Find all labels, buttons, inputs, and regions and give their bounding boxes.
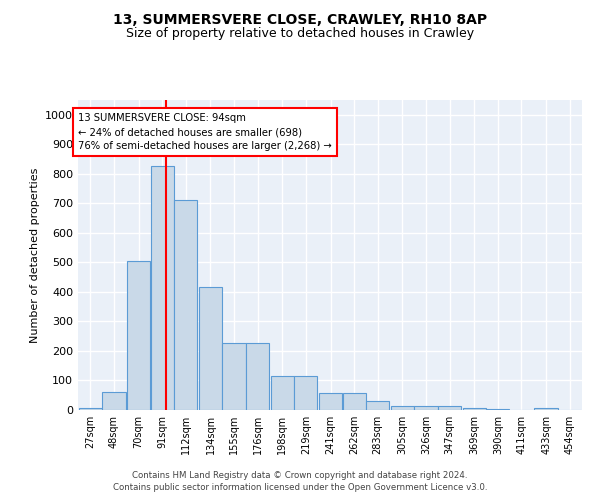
- Bar: [151, 166, 174, 410]
- Bar: [174, 200, 197, 410]
- Y-axis label: Number of detached properties: Number of detached properties: [29, 168, 40, 342]
- Bar: [319, 393, 342, 410]
- Bar: [199, 286, 222, 410]
- Bar: [103, 392, 125, 410]
- Bar: [391, 406, 414, 410]
- Bar: [127, 261, 150, 410]
- Bar: [535, 408, 557, 410]
- Bar: [463, 408, 486, 410]
- Text: 13, SUMMERSVERE CLOSE, CRAWLEY, RH10 8AP: 13, SUMMERSVERE CLOSE, CRAWLEY, RH10 8AP: [113, 12, 487, 26]
- Text: Contains HM Land Registry data © Crown copyright and database right 2024.: Contains HM Land Registry data © Crown c…: [132, 471, 468, 480]
- Bar: [486, 408, 509, 410]
- Bar: [438, 406, 461, 410]
- Bar: [343, 393, 366, 410]
- Bar: [271, 376, 294, 410]
- Bar: [366, 400, 389, 410]
- Text: Contains public sector information licensed under the Open Government Licence v3: Contains public sector information licen…: [113, 484, 487, 492]
- Text: Size of property relative to detached houses in Crawley: Size of property relative to detached ho…: [126, 28, 474, 40]
- Bar: [223, 342, 245, 410]
- Bar: [415, 406, 437, 410]
- Text: 13 SUMMERSVERE CLOSE: 94sqm
← 24% of detached houses are smaller (698)
76% of se: 13 SUMMERSVERE CLOSE: 94sqm ← 24% of det…: [78, 114, 332, 152]
- Bar: [294, 376, 317, 410]
- Bar: [79, 408, 102, 410]
- Bar: [246, 342, 269, 410]
